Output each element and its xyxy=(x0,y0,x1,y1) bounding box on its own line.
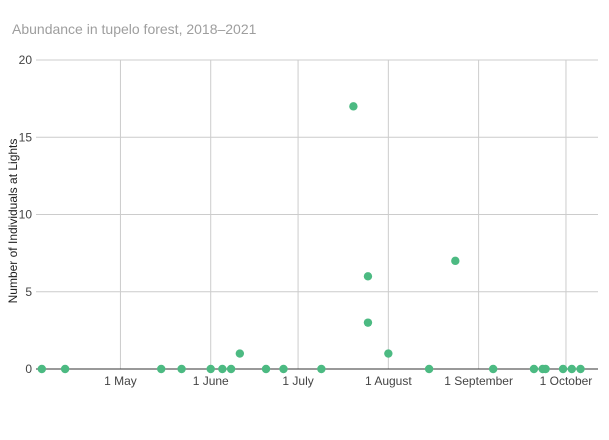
y-tick-label: 20 xyxy=(19,53,33,67)
y-tick-label: 10 xyxy=(19,208,33,222)
x-tick-label: 1 July xyxy=(282,374,313,388)
data-point xyxy=(279,364,288,374)
x-tick-label: 1 September xyxy=(444,374,513,388)
y-tick-label: 15 xyxy=(19,130,33,144)
y-tick-label: 5 xyxy=(25,285,32,299)
x-tick-label: 1 October xyxy=(540,374,593,388)
data-point xyxy=(60,364,70,374)
data-point xyxy=(177,364,186,374)
data-point xyxy=(226,364,236,374)
data-point xyxy=(37,364,47,374)
data-point xyxy=(317,364,326,374)
data-point xyxy=(451,256,460,266)
x-tick-label: 1 June xyxy=(193,374,229,388)
data-point xyxy=(261,364,271,374)
y-tick-label: 0 xyxy=(25,362,32,376)
data-point xyxy=(488,364,498,374)
data-point xyxy=(157,364,166,374)
data-point xyxy=(349,102,358,111)
x-tick-label: 1 May xyxy=(104,374,137,388)
chart-title: Abundance in tupelo forest, 2018–2021 xyxy=(12,21,257,37)
axes: 0 5 10 15 20 1 May 1 June 1 July 1 August 1 Septe… xyxy=(19,53,598,388)
data-point xyxy=(576,364,585,374)
data-point xyxy=(558,364,568,374)
x-tick-label: 1 August xyxy=(365,374,412,388)
data-point xyxy=(567,364,576,374)
data-point xyxy=(363,318,373,327)
y-axis-label: Number of Individuals at Lights xyxy=(6,139,20,304)
data-point xyxy=(218,364,227,374)
data-point xyxy=(235,349,245,358)
grid-lines xyxy=(36,59,598,369)
data-point xyxy=(541,364,550,374)
data-point xyxy=(206,364,215,374)
data-point xyxy=(424,364,434,374)
data-point xyxy=(363,272,373,281)
data-point xyxy=(529,364,539,374)
data-points xyxy=(37,102,585,374)
data-point xyxy=(384,349,393,358)
